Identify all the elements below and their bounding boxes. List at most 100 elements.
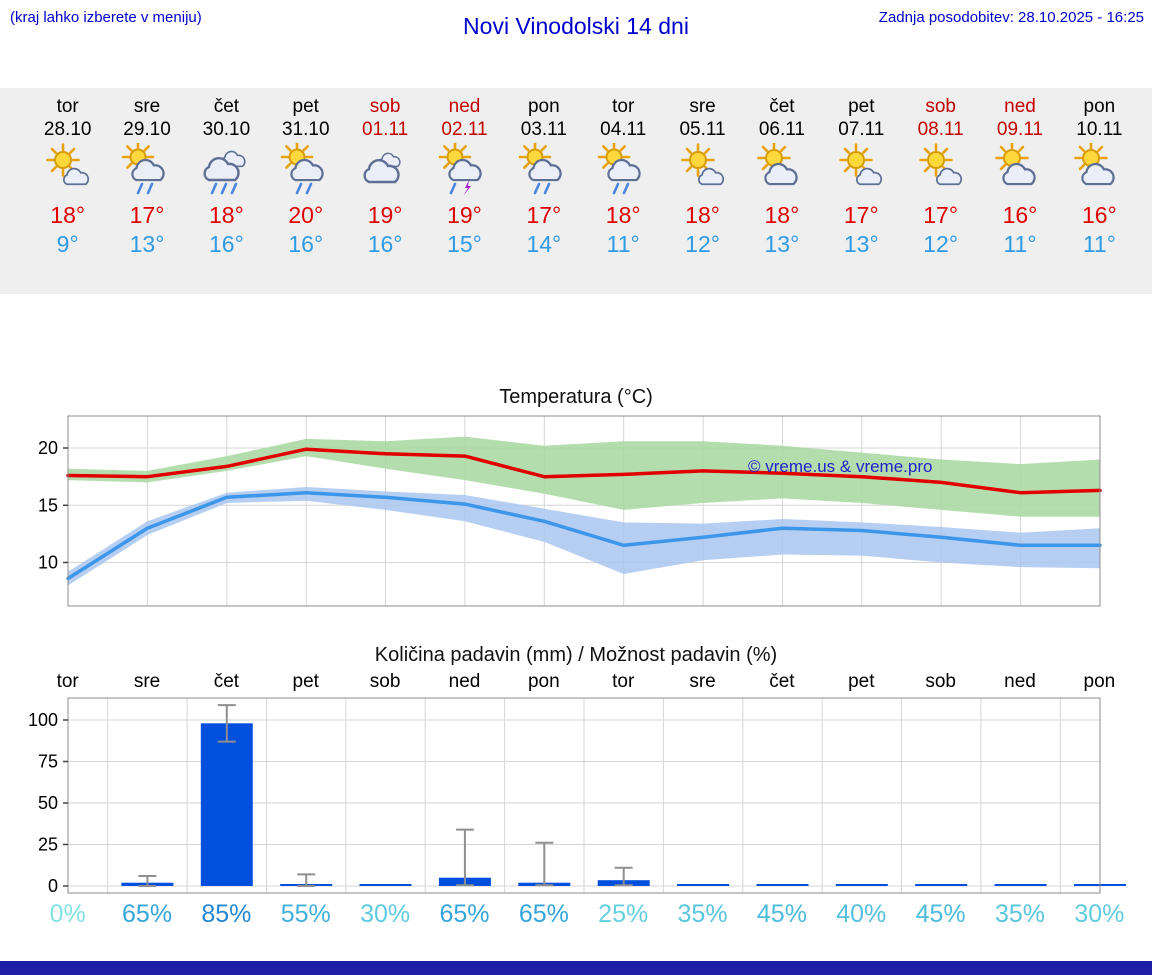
precip-day-label: pet xyxy=(292,671,319,692)
precip-bar xyxy=(915,884,968,886)
day-max-temp: 17° xyxy=(843,202,879,228)
day-column[interactable]: sre 29.10 17° 13° xyxy=(107,95,186,259)
precip-probability: 40% xyxy=(836,900,887,928)
day-max-temp: 18° xyxy=(50,202,86,228)
day-min-temp: 15° xyxy=(447,231,482,257)
day-name: pon xyxy=(1083,96,1116,117)
day-column[interactable]: čet 30.10 18° 16° xyxy=(187,95,266,259)
day-name: tor xyxy=(612,96,635,117)
mostly-sunny-icon xyxy=(28,141,107,199)
precip-bar xyxy=(200,723,253,886)
precip-bar xyxy=(359,884,412,886)
temp-y-tick: 20 xyxy=(38,438,58,458)
day-name: pet xyxy=(292,96,319,117)
footer-bar xyxy=(0,961,1152,975)
day-max-temp: 16° xyxy=(1081,202,1117,228)
day-column[interactable]: pet 31.10 20° 16° xyxy=(266,95,345,259)
day-column[interactable]: tor 04.11 18° 11° xyxy=(584,95,663,259)
day-column[interactable]: sre 05.11 18° 12° xyxy=(663,95,742,259)
day-date: 06.11 xyxy=(758,119,805,140)
day-column[interactable]: pon 10.11 16° 11° xyxy=(1060,95,1139,259)
temp-y-tick: 10 xyxy=(38,553,58,573)
day-min-temp: 13° xyxy=(129,231,165,257)
temperature-chart: © vreme.us & vreme.pro 10 15 20 xyxy=(38,415,1102,607)
day-max-temp: 18° xyxy=(209,202,244,228)
day-max-temp: 17° xyxy=(129,202,165,228)
precip-bar xyxy=(677,884,730,886)
precip-day-label: sre xyxy=(133,671,161,692)
day-max-temp: 19° xyxy=(447,202,482,228)
day-min-temp: 12° xyxy=(923,231,959,257)
day-min-temp: 16° xyxy=(367,231,403,257)
day-column[interactable]: sob 08.11 17° 12° xyxy=(901,95,980,259)
day-max-temp: 17° xyxy=(526,202,562,228)
precip-day-label: ned xyxy=(1004,671,1036,692)
precip-day-label: pon xyxy=(1083,671,1116,692)
mostly-sunny-icon xyxy=(901,141,980,199)
day-min-temp: 16° xyxy=(209,231,244,257)
precip-probability: 45% xyxy=(915,900,966,928)
precip-error-bar xyxy=(138,875,157,887)
day-date: 10.11 xyxy=(1076,119,1123,140)
precip-day-label: tor xyxy=(612,671,635,692)
day-column[interactable]: sob 01.11 19° 16° xyxy=(345,95,424,259)
precip-day-label: čet xyxy=(213,671,240,692)
day-name: pon xyxy=(527,96,560,117)
precip-day-label: tor xyxy=(56,671,79,692)
day-name: ned xyxy=(448,96,481,117)
precipitation-chart-title: Količina padavin (mm) / Možnost padavin … xyxy=(374,644,778,666)
day-min-temp: 13° xyxy=(764,231,800,257)
day-min-temp: 13° xyxy=(843,231,879,257)
day-name: pet xyxy=(848,96,875,117)
precip-error-bar xyxy=(455,828,474,887)
page-title: Novi Vinodolski 14 dni xyxy=(463,13,689,39)
day-name: tor xyxy=(56,96,79,117)
watermark-link[interactable]: © vreme.us & vreme.pro xyxy=(748,457,932,476)
precip-probability: 85% xyxy=(201,900,252,928)
precip-error-bar xyxy=(217,704,236,743)
precip-day-label: sob xyxy=(925,671,956,692)
precip-y-tick: 0 xyxy=(48,876,58,896)
day-column[interactable]: tor 28.10 18° 9° xyxy=(28,95,107,259)
precip-day-label: sre xyxy=(689,671,716,692)
sun-showers-icon xyxy=(504,141,583,199)
precip-probability: 65% xyxy=(518,900,569,928)
day-max-temp: 18° xyxy=(605,202,641,228)
day-min-temp: 14° xyxy=(526,231,562,257)
forecast-day-row: tor 28.10 18° 9° sre 29.10 17° 13° čet 30.10 18° 16… xyxy=(28,88,1139,259)
day-min-temp: 16° xyxy=(288,231,324,257)
precip-day-label: sob xyxy=(369,671,401,692)
partly-cloudy-icon xyxy=(742,141,821,199)
forecast-strip: tor 28.10 18° 9° sre 29.10 17° 13° čet 30.10 18° 16… xyxy=(0,88,1152,294)
day-date: 03.11 xyxy=(520,119,567,140)
day-date: 05.11 xyxy=(679,119,726,140)
sun-thunder-icon xyxy=(425,141,504,199)
day-date: 29.10 xyxy=(123,119,171,140)
day-column[interactable]: pon 03.11 17° 14° xyxy=(504,95,583,259)
precip-bar xyxy=(835,884,888,886)
day-name: sob xyxy=(925,96,956,117)
day-name: sob xyxy=(369,96,401,117)
day-min-temp: 11° xyxy=(1003,231,1037,257)
day-column[interactable]: čet 06.11 18° 13° xyxy=(742,95,821,259)
day-name: čet xyxy=(213,96,240,117)
day-date: 09.11 xyxy=(996,119,1044,140)
day-max-temp: 18° xyxy=(764,202,800,228)
day-max-temp: 20° xyxy=(288,202,324,228)
precip-probability: 65% xyxy=(122,900,173,928)
day-column[interactable]: ned 09.11 16° 11° xyxy=(980,95,1059,259)
day-column[interactable]: ned 02.11 19° 15° xyxy=(425,95,504,259)
precip-y-tick: 100 xyxy=(28,710,58,730)
day-column[interactable]: pet 07.11 17° 13° xyxy=(822,95,901,259)
precip-probability: 30% xyxy=(360,900,411,928)
temperature-chart-title: Temperatura (°C) xyxy=(499,386,653,408)
day-name: ned xyxy=(1004,96,1036,117)
sun-showers-icon xyxy=(107,141,186,199)
precip-y-tick: 75 xyxy=(38,752,58,772)
precip-probability-row: 0% 65% 85% 55% 30% 65% 65% 25% 35% 45% 40% 45% 35% 30… xyxy=(28,900,1139,929)
temp-y-tick: 15 xyxy=(38,495,58,515)
day-date: 28.10 xyxy=(43,119,92,140)
day-date: 02.11 xyxy=(441,119,488,140)
day-date: 30.10 xyxy=(202,119,251,140)
day-date: 31.10 xyxy=(281,119,330,140)
